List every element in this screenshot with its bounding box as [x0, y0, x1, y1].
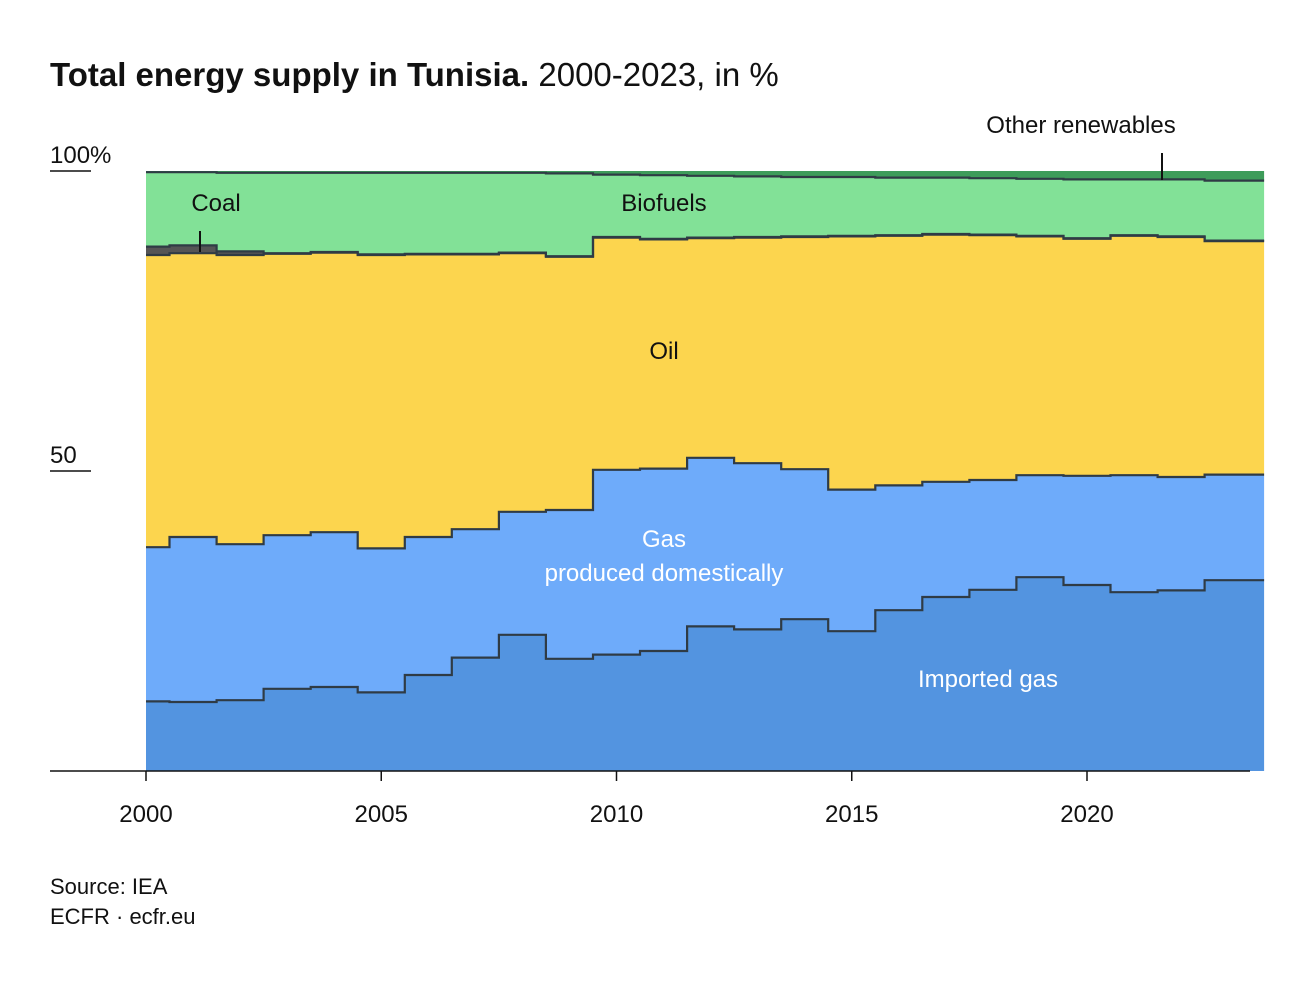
- chart-title-main: Total energy supply in Tunisia.: [50, 56, 530, 93]
- label-other-renewables: Other renewables: [986, 112, 1175, 139]
- axes: 2000 2005 2010 2015 2020 100% 50: [50, 142, 1250, 828]
- y-tick-label-50: 50: [50, 442, 77, 469]
- x-tick-label-2000: 2000: [119, 801, 172, 828]
- boundary-gas-produced-domestically: [146, 456, 1265, 550]
- series-labels: Coal Biofuels Oil Gas produced domestically I…: [191, 112, 1175, 693]
- x-tick-label-2020: 2020: [1060, 801, 1113, 828]
- boundary-lines: [146, 171, 1265, 704]
- chart-source: Source: IEA ECFR · ecfr.eu: [50, 872, 195, 932]
- boundary-coal: [146, 232, 1265, 258]
- area-gas-produced-domestically: [146, 457, 1265, 702]
- label-coal: Coal: [191, 190, 240, 217]
- credit-text: ECFR · ecfr.eu: [50, 904, 196, 929]
- source-text: Source: IEA: [50, 874, 168, 899]
- area-imported-gas: [146, 577, 1265, 771]
- chart-title: Total energy supply in Tunisia. 2000-202…: [50, 56, 779, 94]
- x-tick-label-2005: 2005: [355, 801, 408, 828]
- area-oil: [146, 234, 1265, 549]
- y-tick-label-100: 100%: [50, 142, 111, 169]
- label-imported-gas: Imported gas: [918, 666, 1058, 693]
- x-tick-label-2010: 2010: [590, 801, 643, 828]
- area-biofuels: [146, 172, 1265, 257]
- label-gas-line1: Gas: [642, 526, 686, 553]
- label-biofuels: Biofuels: [621, 190, 706, 217]
- area-layers: [146, 171, 1265, 771]
- label-gas-line2: produced domestically: [545, 560, 784, 587]
- x-tick-label-2015: 2015: [825, 801, 878, 828]
- label-oil: Oil: [649, 338, 678, 365]
- chart-subtitle: 2000-2023, in %: [538, 56, 779, 93]
- boundary-biofuels: [146, 171, 1265, 182]
- boundary-imported-gas: [146, 576, 1265, 704]
